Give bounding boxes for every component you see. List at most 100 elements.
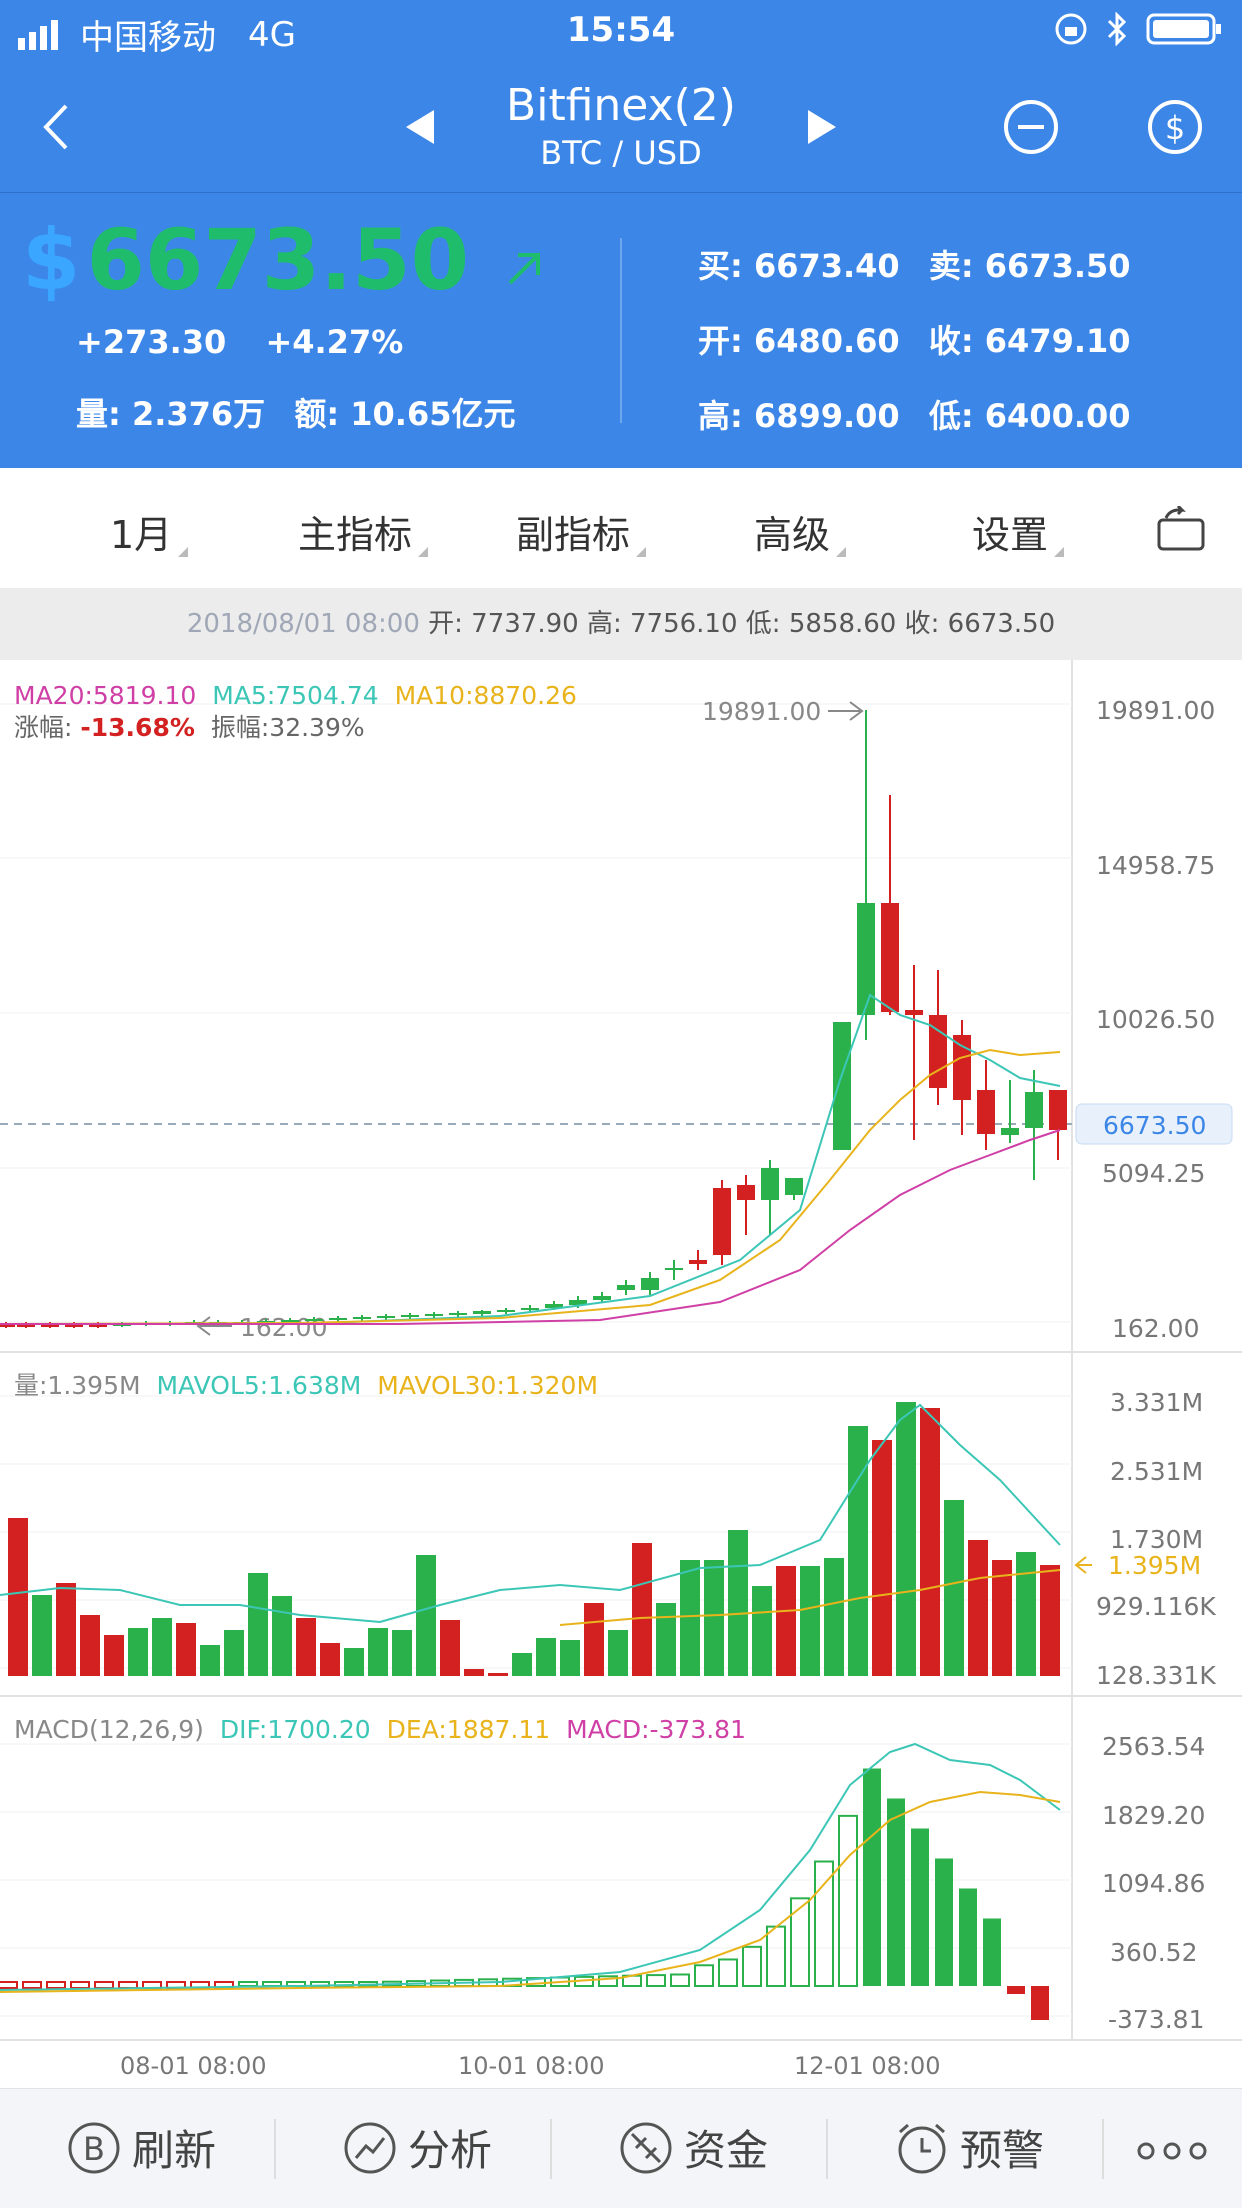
ma-legend: MA20:5819.10 MA5:7504.74 MA10:8870.26 bbox=[14, 681, 577, 710]
candle-body bbox=[41, 1325, 59, 1327]
macd-bar bbox=[646, 1974, 666, 1987]
alert-tab[interactable]: 预警 bbox=[894, 2117, 1044, 2178]
macd-bar bbox=[790, 1897, 810, 1987]
candle-body bbox=[281, 1320, 299, 1322]
volume-bar bbox=[536, 1638, 556, 1676]
price-axis-3: 10026.50 bbox=[1096, 1005, 1215, 1034]
chart-canvas[interactable]: MA20:5819.10 MA5:7504.74 MA10:8870.26 涨幅… bbox=[0, 660, 1242, 2088]
macd-bar bbox=[887, 1798, 905, 1986]
volume-bar bbox=[632, 1543, 652, 1676]
volume-bar bbox=[656, 1603, 676, 1676]
period-selector[interactable]: 1月 bbox=[110, 504, 189, 559]
change-amount: +273.30 bbox=[76, 323, 227, 361]
carrier: 中国移动 bbox=[80, 18, 216, 58]
rotate-screen-icon[interactable] bbox=[1156, 506, 1206, 552]
chart-toolbar: 1月 主指标 副指标 高级 设置 bbox=[0, 468, 1242, 588]
funds-icon bbox=[620, 2122, 672, 2173]
candle-body bbox=[857, 903, 875, 1015]
candle-body bbox=[977, 1090, 995, 1134]
kline-chart[interactable]: MA20:5819.10 MA5:7504.74 MA10:8870.26 涨幅… bbox=[0, 660, 1242, 2088]
ma10-line bbox=[0, 1048, 1061, 1325]
macd-bar bbox=[694, 1964, 714, 1988]
sub-indicator-selector[interactable]: 副指标 bbox=[516, 504, 647, 559]
volume-summary: 量: 2.376万 额: 10.65亿元 bbox=[76, 389, 515, 435]
volume-bar bbox=[512, 1653, 532, 1676]
macd-axis-2: 1829.20 bbox=[1102, 1801, 1205, 1830]
low-price: 低: 6400.00 bbox=[928, 397, 1131, 435]
volume-bar bbox=[776, 1566, 796, 1676]
macd-bar bbox=[598, 1975, 618, 1988]
candle-body bbox=[953, 1035, 971, 1100]
ma10-label: MA10:8870.26 bbox=[395, 681, 577, 710]
bottom-tab-bar: B 刷新 分析 资金 预警 bbox=[0, 2088, 1242, 2208]
vol-axis-4: 929.116K bbox=[1096, 1592, 1216, 1621]
macd-legend: MACD(12,26,9) DIF:1700.20 DEA:1887.11 MA… bbox=[14, 1715, 746, 1744]
info-close-label: 收: bbox=[904, 609, 940, 639]
currency-switch-icon[interactable]: $ bbox=[1146, 98, 1204, 156]
main-indicator-selector[interactable]: 主指标 bbox=[298, 504, 429, 559]
bid-ask-row: 买: 6673.40 卖: 6673.50 bbox=[698, 241, 1131, 287]
volume-bar bbox=[224, 1630, 244, 1676]
next-exchange-icon[interactable] bbox=[806, 108, 838, 146]
macd-bar bbox=[1007, 1986, 1025, 1994]
candle-body bbox=[1049, 1090, 1067, 1130]
ma20-label: MA20:5819.10 bbox=[14, 681, 196, 710]
candle-body bbox=[17, 1325, 35, 1327]
refresh-tab[interactable]: B 刷新 bbox=[66, 2117, 216, 2178]
mavol30-label: MAVOL30:1.320M bbox=[377, 1371, 598, 1400]
advanced-selector[interactable]: 高级 bbox=[754, 504, 847, 559]
info-low: 5858.60 bbox=[788, 609, 897, 639]
settings-selector[interactable]: 设置 bbox=[972, 504, 1065, 559]
volume-bar bbox=[464, 1669, 484, 1676]
more-icon[interactable] bbox=[1136, 2139, 1208, 2163]
volume-bar bbox=[584, 1603, 604, 1676]
volume-bar bbox=[80, 1615, 100, 1676]
currency-symbol: $ bbox=[22, 211, 81, 309]
macd-bar bbox=[838, 1814, 858, 1988]
svg-text:$: $ bbox=[1165, 109, 1185, 147]
volume-bar bbox=[968, 1540, 988, 1676]
analysis-tab[interactable]: 分析 bbox=[342, 2117, 492, 2178]
volume-bar bbox=[1016, 1552, 1036, 1676]
candle-body bbox=[905, 1010, 923, 1015]
volume-bar bbox=[128, 1628, 148, 1676]
info-high: 7756.10 bbox=[630, 609, 738, 639]
candle-body bbox=[0, 1325, 15, 1327]
volume-bar bbox=[560, 1640, 580, 1676]
high-price: 高: 6899.00 bbox=[698, 397, 900, 435]
current-price: $6673.50 bbox=[22, 211, 544, 309]
price-axis-1: 19891.00 bbox=[1096, 696, 1215, 725]
macd-bar bbox=[814, 1860, 834, 1988]
remove-icon[interactable] bbox=[1002, 98, 1060, 156]
macd-axis-4: 360.52 bbox=[1110, 1938, 1197, 1967]
back-icon[interactable] bbox=[36, 100, 76, 154]
nav-bar: Bitfinex(2) BTC / USD $ bbox=[0, 62, 1242, 192]
candle-body bbox=[665, 1268, 683, 1270]
volume-bar bbox=[920, 1408, 940, 1676]
funds-tab[interactable]: 资金 bbox=[618, 2117, 768, 2178]
volume-bar bbox=[872, 1440, 892, 1676]
tab-separator bbox=[274, 2119, 276, 2179]
volume-bar bbox=[56, 1583, 76, 1676]
volume-bar bbox=[752, 1586, 772, 1676]
volume-bar bbox=[896, 1402, 916, 1676]
candle-body bbox=[881, 903, 899, 1012]
info-close: 6673.50 bbox=[947, 609, 1056, 639]
vol-axis-1: 3.331M bbox=[1110, 1388, 1203, 1417]
volume-value: 量: 2.376万 bbox=[76, 395, 266, 433]
tab-separator bbox=[550, 2119, 552, 2179]
x-axis-2: 10-01 08:00 bbox=[458, 2052, 605, 2080]
price-axis-2: 14958.75 bbox=[1096, 851, 1215, 880]
macd-bar bbox=[0, 1981, 18, 1989]
candle-body bbox=[329, 1318, 347, 1320]
ticker-header: $6673.50 +273.30 +4.27% 量: 2.376万 额: 10.… bbox=[0, 192, 1242, 468]
price-change: +273.30 +4.27% bbox=[76, 323, 403, 361]
volume-bar bbox=[944, 1500, 964, 1676]
candle-body bbox=[737, 1185, 755, 1200]
change-percent: +4.27% bbox=[265, 323, 404, 361]
funds-label: 资金 bbox=[684, 2126, 769, 2175]
prev-exchange-icon[interactable] bbox=[404, 108, 436, 146]
open-close-row: 开: 6480.60 收: 6479.10 bbox=[698, 316, 1131, 362]
macd-axis-3: 1094.86 bbox=[1102, 1869, 1205, 1898]
svg-text:B: B bbox=[83, 2130, 105, 2168]
